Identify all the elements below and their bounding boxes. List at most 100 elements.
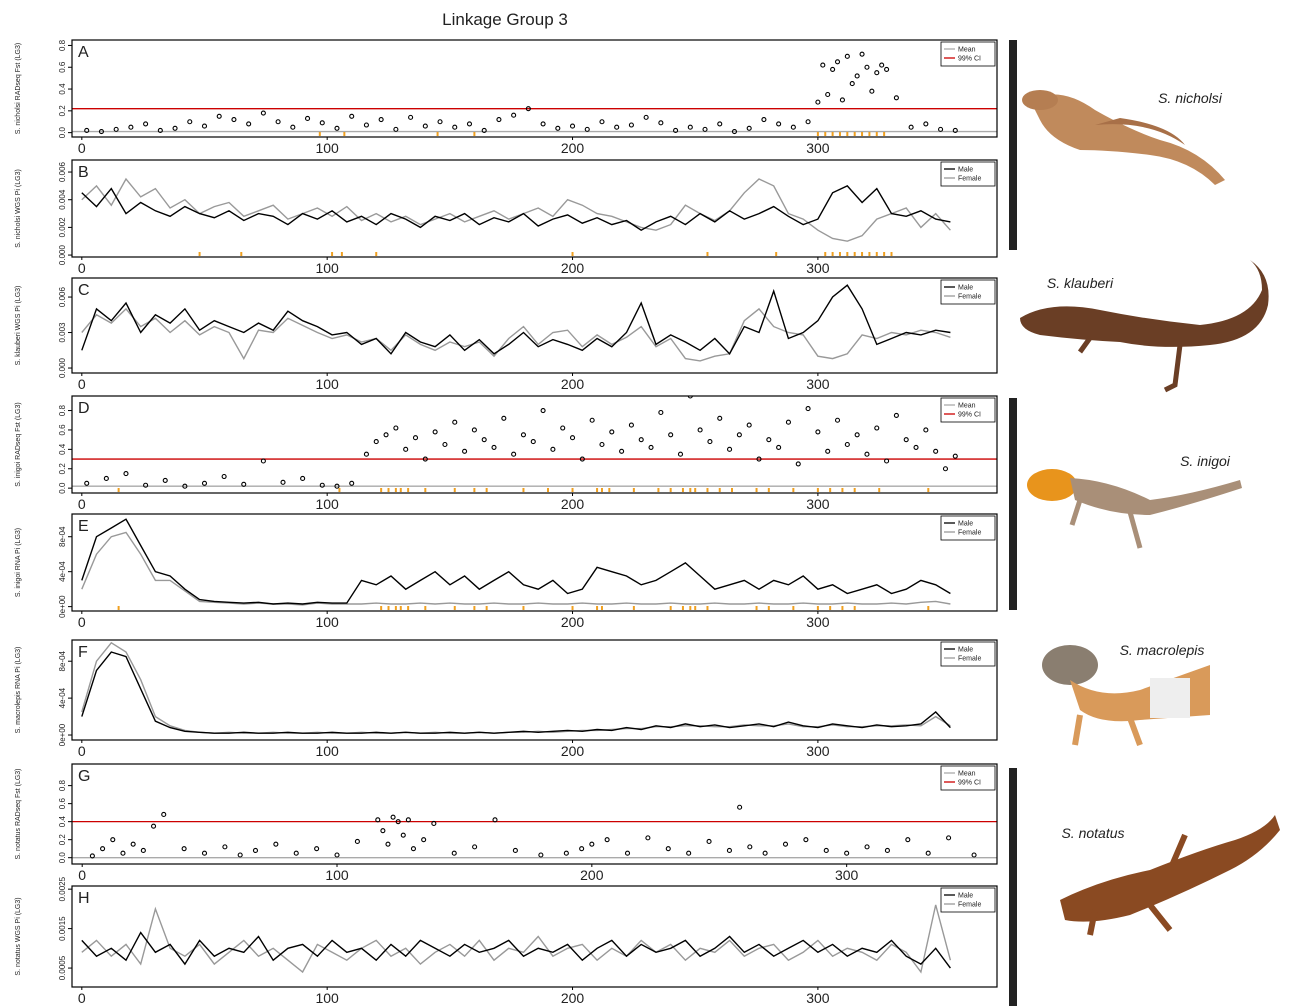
x-tick-label: 0 [78, 140, 86, 156]
x-tick-label: 300 [806, 614, 830, 630]
point [790, 124, 796, 130]
gecko-klauberi [1020, 260, 1269, 393]
point [864, 64, 870, 70]
point [260, 458, 266, 464]
panel: 0.0 0.2 0.4 0.6 0.8 0 100 200 300 S. nicholsi RAD… [15, 39, 998, 156]
y-axis-label: S. inigoi RNA Pi (LG3) [15, 528, 22, 597]
y-tick-label: 0.2 [58, 463, 67, 475]
x-tick-label: 100 [315, 614, 339, 630]
point [120, 850, 126, 856]
y-axis-label: S. nicholsi WGS Pi (LG3) [15, 169, 22, 248]
y-tick-label: 0.8 [58, 404, 67, 416]
species-label: S. nicholsi [1158, 90, 1223, 106]
point [717, 415, 723, 421]
point [762, 850, 768, 856]
point [110, 837, 116, 843]
x-tick-label: 200 [561, 376, 585, 392]
legend-label: Female [958, 294, 981, 301]
y-axis-label: S. notatus WGS Pi (LG3) [15, 897, 22, 975]
point [658, 409, 664, 416]
point [530, 439, 536, 445]
series-line [81, 284, 951, 355]
point [304, 115, 311, 122]
point [946, 835, 952, 841]
point [373, 439, 379, 445]
point [216, 113, 222, 119]
point [727, 446, 733, 452]
point [89, 853, 95, 859]
series-line [81, 931, 951, 969]
point [761, 117, 767, 123]
plot-frame [71, 277, 998, 374]
point [628, 422, 634, 428]
point [971, 852, 977, 858]
x-tick-label: 300 [835, 867, 859, 883]
point [252, 847, 259, 854]
point [172, 125, 178, 131]
point [782, 841, 789, 847]
point [697, 427, 703, 433]
point [830, 66, 836, 72]
point [658, 120, 664, 126]
y-tick-label: 0.6 [58, 61, 67, 73]
x-tick-label: 200 [561, 140, 585, 156]
panel-letter: A [78, 44, 89, 61]
series-line [81, 518, 951, 605]
plot-frame [71, 763, 998, 865]
point [766, 437, 772, 443]
series-line [81, 651, 951, 734]
point [746, 422, 752, 428]
point [181, 846, 187, 852]
legend-label: 99% CI [958, 56, 981, 63]
x-tick-label: 300 [806, 990, 830, 1006]
legend-box [940, 641, 996, 667]
x-tick-label: 300 [806, 260, 830, 276]
point [471, 427, 477, 433]
point [161, 811, 167, 818]
point [884, 458, 890, 464]
x-tick-label: 100 [315, 260, 339, 276]
point [103, 475, 109, 482]
point [908, 124, 914, 130]
point [442, 441, 448, 448]
y-tick-label: 0.6 [58, 798, 67, 810]
point [520, 432, 527, 438]
x-tick-label: 100 [325, 867, 349, 883]
point [412, 435, 419, 441]
point [785, 419, 791, 425]
point [673, 127, 679, 134]
y-tick-label: 4e-04 [58, 687, 67, 708]
plot-area [81, 641, 951, 734]
y-axis-label: S. inigoi RADseq Fst (LG3) [15, 402, 22, 486]
point [280, 479, 286, 485]
point [100, 846, 106, 852]
point [952, 127, 958, 134]
point [707, 439, 713, 445]
point [815, 99, 821, 105]
point [645, 835, 651, 841]
point [563, 850, 569, 856]
point [511, 112, 517, 118]
point [540, 407, 546, 414]
point [589, 417, 595, 423]
x-tick-label: 100 [315, 990, 339, 1006]
y-tick-label: 0.0025 [58, 876, 67, 901]
species-label: S. notatus [1061, 825, 1124, 841]
point [903, 437, 909, 443]
point [123, 471, 129, 477]
point [589, 841, 595, 847]
point [579, 456, 585, 462]
legend-box [940, 41, 996, 67]
point [501, 415, 507, 421]
point [421, 837, 427, 843]
y-tick-label: 0.002 [58, 217, 67, 238]
legend-label: Male [958, 893, 973, 900]
point [884, 66, 890, 72]
point [393, 425, 399, 431]
gecko-notatus [1060, 815, 1280, 936]
y-tick-label: 4e-04 [58, 561, 67, 582]
y-tick-label: 0.0 [58, 852, 67, 864]
x-tick-label: 100 [315, 376, 339, 392]
legend-label: Mean [958, 403, 976, 410]
